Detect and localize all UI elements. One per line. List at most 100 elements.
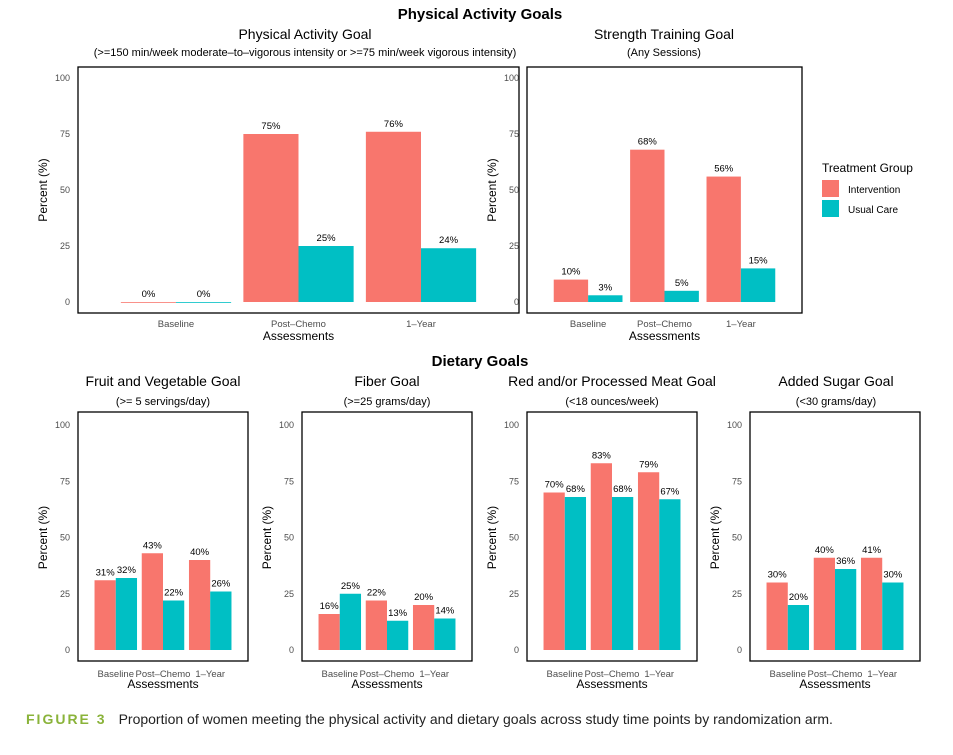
bar-usual-care — [210, 591, 232, 650]
plot-frame — [77, 66, 520, 314]
bar-intervention — [543, 492, 565, 650]
x-tick-label: 1–Year — [726, 319, 756, 330]
bar-usual-care — [339, 593, 362, 650]
data-label: 70% — [545, 480, 565, 491]
panel-4: Red and/or Processed Meat Goal (<18 ounce… — [485, 373, 716, 691]
data-label: 36% — [836, 556, 856, 567]
y-axis-label: Percent (%) — [485, 506, 499, 569]
bar-usual-care — [564, 497, 587, 650]
y-tick-label: 25 — [60, 589, 70, 599]
y-tick-label: 50 — [509, 185, 519, 195]
section-title-physical: Physical Activity Goals — [398, 6, 563, 23]
plot-frame — [526, 66, 803, 314]
data-label: 5% — [675, 278, 689, 289]
legend-label-usual-care: Usual Care — [848, 205, 898, 216]
x-axis-label: Assessments — [127, 677, 198, 691]
bar-intervention — [243, 134, 299, 302]
data-label: 75% — [261, 121, 281, 132]
y-tick-label: 100 — [727, 420, 742, 430]
bar-usual-care — [387, 620, 409, 650]
plot-frame — [301, 411, 473, 662]
data-label: 22% — [367, 588, 387, 599]
data-label: 22% — [164, 588, 184, 599]
data-label: 24% — [439, 235, 459, 246]
x-tick-label: Post–Chemo — [271, 319, 326, 330]
caption-label: FIGURE 3 — [26, 711, 107, 727]
x-tick-label: Baseline — [98, 669, 134, 680]
panel-title: Physical Activity Goal — [238, 26, 371, 42]
y-tick-label: 25 — [732, 589, 742, 599]
y-tick-label: 25 — [60, 241, 70, 251]
bar-intervention — [94, 580, 116, 650]
legend-key-intervention — [822, 180, 839, 197]
panel-subtitle: (<30 grams/day) — [796, 396, 876, 408]
bar-usual-care — [740, 268, 776, 302]
bar-intervention — [590, 463, 612, 650]
data-label: 30% — [883, 570, 903, 581]
bar-intervention — [188, 560, 211, 650]
data-label: 68% — [638, 137, 658, 148]
data-label: 16% — [320, 601, 340, 612]
caption-text: Proportion of women meeting the physical… — [118, 711, 833, 727]
data-label: 56% — [714, 164, 734, 175]
y-tick-label: 75 — [732, 476, 742, 486]
plot-frame — [749, 411, 921, 662]
legend: Treatment Group Intervention Usual Care — [822, 161, 913, 217]
bar-usual-care — [421, 248, 477, 302]
bar-usual-care — [434, 618, 456, 650]
panel-3: Fiber Goal (>=25 grams/day) 0 25 50 75 100 Perc… — [260, 373, 473, 691]
panel-title: Red and/or Processed Meat Goal — [508, 373, 716, 389]
x-tick-label: Baseline — [547, 669, 583, 680]
panel-subtitle: (>=25 grams/day) — [344, 396, 431, 408]
bar-intervention — [630, 149, 665, 302]
y-tick-label: 50 — [509, 533, 519, 543]
y-tick-label: 0 — [289, 645, 294, 655]
bar-usual-care — [659, 499, 681, 650]
y-tick-label: 0 — [514, 297, 519, 307]
panel-0: Physical Activity Goal (>=150 min/week mo… — [36, 26, 520, 343]
y-tick-label: 75 — [509, 476, 519, 486]
data-label: 0% — [197, 289, 211, 300]
panel-subtitle: (>= 5 servings/day) — [116, 396, 210, 408]
data-label: 32% — [117, 565, 137, 576]
x-tick-label: Post–Chemo — [808, 669, 863, 680]
y-axis-label: Percent (%) — [36, 158, 50, 221]
y-tick-label: 0 — [514, 645, 519, 655]
panel-title: Strength Training Goal — [594, 26, 734, 42]
y-axis-label: Percent (%) — [36, 506, 50, 569]
data-label: 15% — [749, 255, 769, 266]
y-axis-label: Percent (%) — [485, 158, 499, 221]
x-tick-label: Baseline — [570, 319, 606, 330]
data-label: 76% — [384, 119, 404, 130]
data-label: 13% — [388, 608, 408, 619]
plot-frame — [526, 411, 698, 662]
x-axis-label: Assessments — [576, 677, 647, 691]
legend-key-usual-care — [822, 200, 839, 217]
data-label: 40% — [815, 545, 835, 556]
y-axis-label: Percent (%) — [708, 506, 722, 569]
y-tick-label: 25 — [509, 589, 519, 599]
bar-intervention — [706, 176, 741, 302]
data-label: 41% — [862, 545, 882, 556]
data-label: 26% — [211, 579, 231, 590]
data-label: 25% — [341, 581, 361, 592]
bar-intervention — [766, 582, 788, 650]
y-tick-label: 50 — [284, 533, 294, 543]
data-label: 83% — [592, 450, 612, 461]
y-tick-label: 0 — [737, 645, 742, 655]
bar-intervention — [120, 302, 176, 303]
bar-usual-care — [115, 578, 138, 650]
data-label: 20% — [789, 592, 809, 603]
figure-caption: FIGURE 3 Proportion of women meeting the … — [26, 711, 833, 727]
data-label: 3% — [598, 282, 612, 293]
bar-usual-care — [176, 302, 232, 303]
panel-2: Fruit and Vegetable Goal (>= 5 servings/d… — [36, 373, 249, 691]
x-axis-label: Assessments — [629, 329, 700, 343]
bar-usual-care — [588, 295, 623, 302]
data-label: 30% — [768, 570, 788, 581]
data-label: 14% — [435, 606, 455, 617]
y-tick-label: 0 — [65, 645, 70, 655]
bar-intervention — [318, 614, 340, 650]
y-tick-label: 100 — [504, 73, 519, 83]
bar-intervention — [141, 553, 163, 650]
